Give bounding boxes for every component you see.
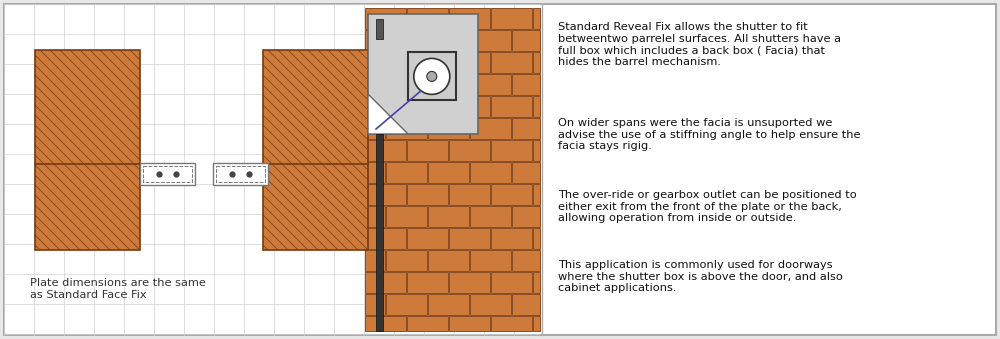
- Bar: [512, 30, 540, 51]
- Bar: [428, 118, 468, 139]
- Bar: [512, 162, 540, 182]
- Bar: [407, 228, 448, 248]
- Bar: [407, 316, 448, 331]
- Bar: [533, 140, 540, 160]
- Bar: [491, 52, 532, 73]
- Text: On wider spans were the facia is unsuported we
advise the use of a stiffning ang: On wider spans were the facia is unsupor…: [558, 118, 860, 151]
- Bar: [386, 118, 426, 139]
- Bar: [533, 228, 540, 248]
- Bar: [491, 184, 532, 204]
- Bar: [386, 206, 426, 226]
- Bar: [386, 250, 426, 271]
- Bar: [365, 8, 406, 28]
- Bar: [449, 272, 490, 293]
- Bar: [533, 96, 540, 117]
- Bar: [470, 250, 511, 271]
- Bar: [407, 8, 448, 28]
- Bar: [35, 50, 140, 250]
- Bar: [365, 162, 384, 182]
- Bar: [449, 52, 490, 73]
- Bar: [491, 140, 532, 160]
- Text: Standard Reveal Fix allows the shutter to fit
betweentwo parrelel surfaces. All : Standard Reveal Fix allows the shutter t…: [558, 22, 841, 67]
- Bar: [376, 19, 383, 39]
- Bar: [365, 140, 406, 160]
- Bar: [428, 250, 468, 271]
- Bar: [428, 206, 468, 226]
- Bar: [533, 8, 540, 28]
- Bar: [263, 50, 368, 250]
- Bar: [470, 294, 511, 315]
- Bar: [365, 52, 406, 73]
- Bar: [365, 184, 406, 204]
- Bar: [491, 272, 532, 293]
- Bar: [533, 316, 540, 331]
- Bar: [365, 96, 406, 117]
- Bar: [365, 206, 384, 226]
- Bar: [512, 250, 540, 271]
- Bar: [428, 74, 468, 95]
- Bar: [386, 294, 426, 315]
- Polygon shape: [368, 94, 408, 134]
- Bar: [386, 30, 426, 51]
- Bar: [512, 118, 540, 139]
- Bar: [449, 184, 490, 204]
- Bar: [449, 96, 490, 117]
- Bar: [533, 272, 540, 293]
- Bar: [376, 134, 383, 331]
- Bar: [365, 272, 406, 293]
- Bar: [428, 294, 468, 315]
- Bar: [512, 294, 540, 315]
- Bar: [470, 162, 511, 182]
- Bar: [449, 140, 490, 160]
- Bar: [407, 140, 448, 160]
- Bar: [365, 30, 384, 51]
- Text: This application is commonly used for doorways
where the shutter box is above th: This application is commonly used for do…: [558, 260, 843, 293]
- Bar: [386, 162, 426, 182]
- Text: The over-ride or gearbox outlet can be positioned to
either exit from the front : The over-ride or gearbox outlet can be p…: [558, 190, 857, 223]
- Bar: [512, 206, 540, 226]
- Bar: [470, 74, 511, 95]
- Bar: [365, 118, 384, 139]
- Bar: [533, 184, 540, 204]
- Bar: [533, 52, 540, 73]
- Bar: [407, 272, 448, 293]
- Bar: [407, 184, 448, 204]
- Bar: [365, 316, 406, 331]
- Bar: [365, 250, 384, 271]
- Bar: [512, 74, 540, 95]
- Bar: [216, 166, 265, 182]
- Circle shape: [414, 58, 450, 94]
- Circle shape: [427, 72, 437, 81]
- Bar: [140, 163, 195, 185]
- Bar: [143, 166, 192, 182]
- Bar: [470, 30, 511, 51]
- Bar: [491, 8, 532, 28]
- Bar: [368, 14, 478, 134]
- Bar: [407, 96, 448, 117]
- Bar: [470, 206, 511, 226]
- Bar: [365, 228, 406, 248]
- Bar: [428, 30, 468, 51]
- Bar: [428, 162, 468, 182]
- Text: Plate dimensions are the same
as Standard Face Fix: Plate dimensions are the same as Standar…: [30, 278, 206, 300]
- Bar: [365, 294, 384, 315]
- Bar: [386, 74, 426, 95]
- Bar: [213, 163, 268, 185]
- Bar: [449, 316, 490, 331]
- Bar: [449, 228, 490, 248]
- Bar: [408, 53, 456, 100]
- Bar: [365, 74, 384, 95]
- Bar: [491, 316, 532, 331]
- Bar: [491, 228, 532, 248]
- Bar: [470, 118, 511, 139]
- Bar: [491, 96, 532, 117]
- Bar: [407, 52, 448, 73]
- Bar: [449, 8, 490, 28]
